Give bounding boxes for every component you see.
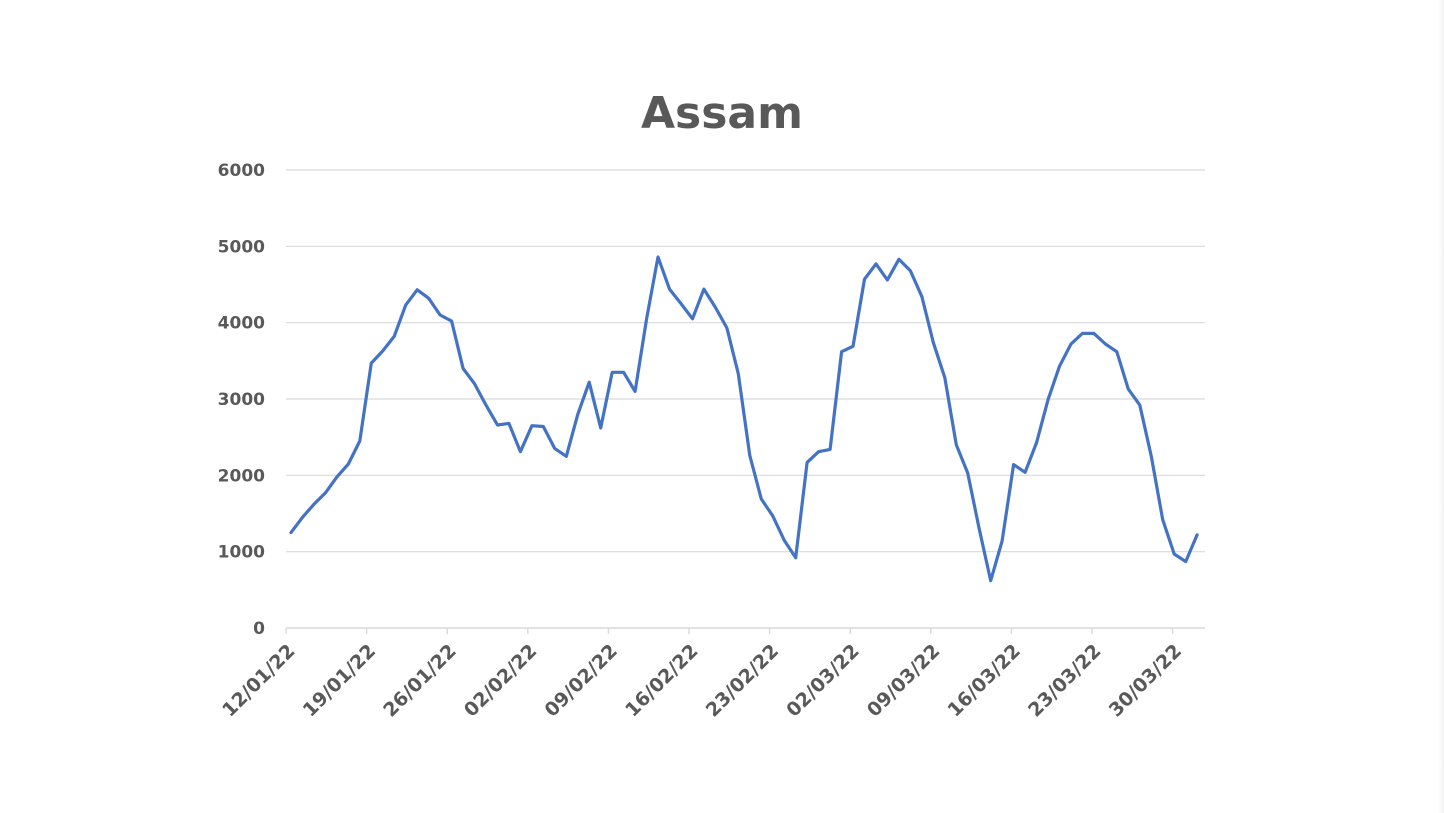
y-tick-label: 1000 xyxy=(218,543,265,563)
x-tick-label: 23/02/22 xyxy=(702,640,783,721)
x-axis-labels: 12/01/22 19/01/22 26/01/22 02/02/22 09/02/22… xyxy=(218,640,1186,721)
y-tick-label: 4000 xyxy=(218,314,265,334)
y-tick-label: 5000 xyxy=(218,237,265,257)
page-edge xyxy=(1438,0,1444,813)
x-tick-label: 26/01/22 xyxy=(379,640,460,721)
y-tick-label: 0 xyxy=(253,619,265,639)
x-tick-label: 02/02/22 xyxy=(460,640,541,721)
series-line xyxy=(289,255,1199,583)
x-tick-label: 09/03/22 xyxy=(863,640,944,721)
x-tick-label: 12/01/22 xyxy=(218,640,299,721)
x-axis xyxy=(285,627,1205,634)
y-tick-label: 2000 xyxy=(218,466,265,486)
x-tick-label: 16/02/22 xyxy=(621,640,702,721)
x-tick-label: 02/03/22 xyxy=(782,640,863,721)
x-tick-label: 19/01/22 xyxy=(299,640,380,721)
y-tick-label: 6000 xyxy=(218,161,265,181)
x-tick-label: 23/03/22 xyxy=(1024,640,1105,721)
gridlines xyxy=(286,169,1205,553)
x-tick-label: 30/03/22 xyxy=(1105,640,1186,721)
y-tick-label: 3000 xyxy=(218,390,265,410)
chart-title: Assam xyxy=(641,88,803,139)
y-axis-labels: 0 1000 2000 3000 4000 5000 6000 xyxy=(218,161,265,639)
x-tick-label: 09/02/22 xyxy=(540,640,621,721)
series-layer xyxy=(289,255,1199,583)
x-tick-label: 16/03/22 xyxy=(943,640,1024,721)
